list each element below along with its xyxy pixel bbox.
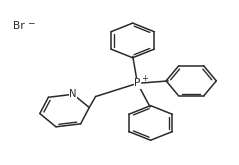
Text: −: − xyxy=(27,18,35,27)
Text: N: N xyxy=(69,89,77,99)
Text: Br: Br xyxy=(13,21,25,31)
Text: P: P xyxy=(134,78,141,88)
Text: +: + xyxy=(141,74,148,83)
